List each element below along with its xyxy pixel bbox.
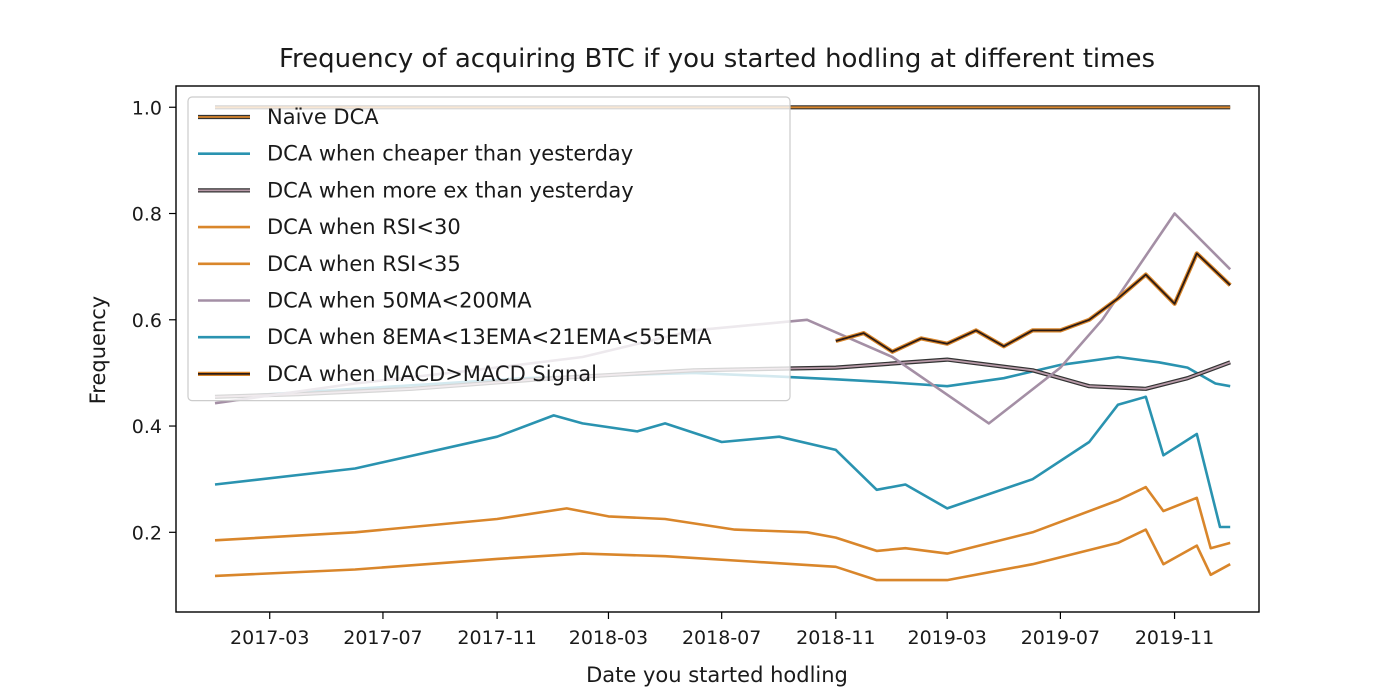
y-axis: 0.2 0.4 0.6 0.8 1.0 [132, 97, 176, 544]
x-axis: 2017-03 2017-07 2017-11 2018-03 2018-07 2018-… [230, 612, 1214, 649]
legend-label: Naïve DCA [267, 105, 379, 129]
series-line [214, 528, 1231, 582]
x-tick-label: 2019-11 [1135, 627, 1214, 649]
x-tick-label: 2019-07 [1021, 627, 1100, 649]
legend-item: DCA when MACD>MACD Signal [198, 362, 597, 386]
chart-title: Frequency of acquiring BTC if you starte… [279, 44, 1155, 74]
legend-box [187, 96, 791, 402]
series-line-outline [835, 251, 1232, 354]
x-tick-label: 2018-03 [569, 627, 648, 649]
series-dca-when-8ema-13ema-21ema-55ema [214, 395, 1231, 529]
y-tick-label: 1.0 [132, 97, 162, 119]
legend-item: Naïve DCA [198, 105, 379, 129]
x-tick-label: 2018-11 [796, 627, 875, 649]
series-dca-when-macd-macd-signal [835, 251, 1232, 354]
series-line [214, 395, 1231, 529]
legend-item: DCA when cheaper than yesterday [198, 142, 633, 166]
x-axis-label: Date you started hodling [586, 663, 848, 687]
x-tick-label: 2017-03 [230, 627, 309, 649]
y-tick-label: 0.6 [132, 310, 162, 332]
series-dca-when-rsi-35 [214, 485, 1231, 555]
legend-label: DCA when cheaper than yesterday [267, 142, 633, 166]
x-tick-label: 2017-11 [457, 627, 536, 649]
legend: Naïve DCA DCA when cheaper than yesterday… [187, 96, 791, 402]
y-tick-label: 0.8 [132, 204, 162, 226]
y-tick-label: 0.4 [132, 416, 162, 438]
legend-label: DCA when 8EMA<13EMA<21EMA<55EMA [267, 325, 712, 349]
legend-label: DCA when RSI<35 [267, 252, 461, 276]
series-dca-when-rsi-30 [214, 528, 1231, 582]
legend-label: DCA when MACD>MACD Signal [267, 362, 597, 386]
legend-label: DCA when more ex than yesterday [267, 178, 634, 202]
legend-label: DCA when 50MA<200MA [267, 289, 532, 313]
series-line [835, 252, 1231, 353]
legend-item: DCA when more ex than yesterday [198, 178, 634, 202]
y-tick-label: 0.2 [132, 522, 162, 544]
legend-item: DCA when RSI<35 [198, 252, 461, 276]
legend-item: DCA when 8EMA<13EMA<21EMA<55EMA [198, 325, 712, 349]
legend-item: DCA when 50MA<200MA [198, 289, 532, 313]
x-tick-label: 2017-07 [343, 627, 422, 649]
y-axis-label: Frequency [86, 296, 110, 405]
series-line [214, 485, 1231, 555]
x-tick-label: 2018-07 [682, 627, 761, 649]
legend-item: DCA when RSI<30 [198, 215, 461, 239]
plot-frame [175, 85, 1260, 613]
legend-label: DCA when RSI<30 [267, 215, 461, 239]
x-tick-label: 2019-03 [907, 627, 986, 649]
